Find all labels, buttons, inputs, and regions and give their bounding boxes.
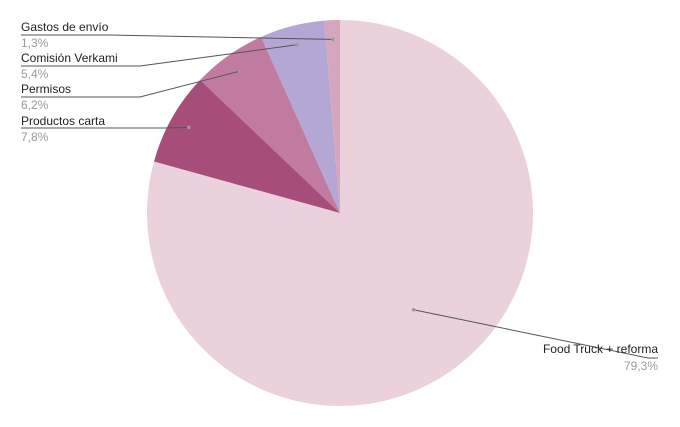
leader-line-gastos-envio [21, 34, 333, 40]
pie-slice-gastos-envio [324, 19, 340, 213]
leader-line-food-truck [413, 309, 658, 359]
slice-label-productos-carta: Productos carta [21, 114, 105, 128]
slice-percent-food-truck: 79,3% [624, 359, 658, 373]
pie-slice-food-truck [146, 20, 533, 406]
pie-slice-comision-verkami [261, 20, 340, 213]
leader-dot-comision-verkami [295, 43, 299, 47]
slice-percent-permisos: 6,2% [21, 98, 49, 112]
leader-line-permisos [21, 70, 240, 98]
slice-label-food-truck: Food Truck + reforma [543, 342, 658, 356]
leader-line-comision-verkami [21, 44, 297, 67]
slice-label-gastos-envio: Gastos de envío [21, 20, 109, 34]
leader-line-productos-carta [21, 126, 189, 129]
pie-slice-permisos [200, 36, 340, 213]
leader-dot-permisos [237, 69, 242, 73]
slice-percent-comision-verkami: 5,4% [21, 67, 49, 81]
slice-label-permisos: Permisos [21, 82, 71, 96]
leader-dot-gastos-envio [331, 37, 335, 42]
pie-slice-productos-carta [154, 80, 340, 213]
leader-dot-food-truck [411, 308, 416, 312]
slice-percent-gastos-envio: 1,3% [21, 36, 49, 50]
slice-label-comision-verkami: Comisión Verkami [21, 51, 118, 65]
leader-dot-productos-carta [187, 125, 191, 130]
slice-percent-productos-carta: 7,8% [21, 130, 49, 144]
